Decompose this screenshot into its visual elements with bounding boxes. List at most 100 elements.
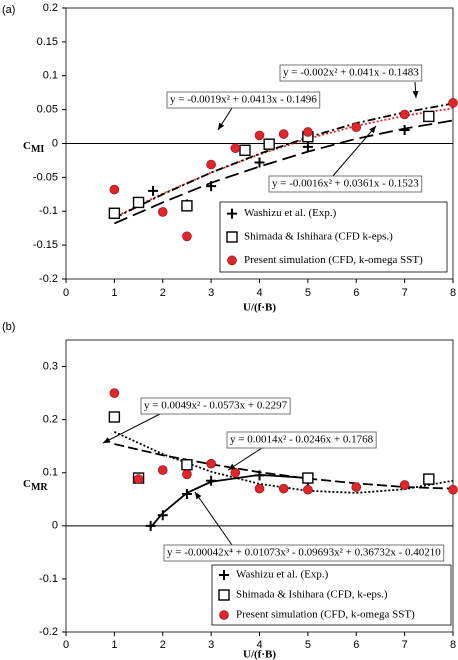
legend-marker xyxy=(226,231,238,243)
annotation-box xyxy=(163,544,445,562)
data-point xyxy=(108,207,121,219)
legend-marker xyxy=(219,570,229,580)
data-point xyxy=(351,482,362,492)
legend-box xyxy=(211,564,452,626)
x-tick-label: 0 xyxy=(63,639,69,651)
annotation-arrow xyxy=(227,447,263,471)
data-point xyxy=(157,207,168,217)
x-tick-label: 7 xyxy=(402,287,408,299)
data-point xyxy=(230,467,241,478)
annotation-arrow xyxy=(194,491,233,546)
data-point xyxy=(278,483,289,494)
y-tick-label: 0.3 xyxy=(43,360,58,372)
data-point xyxy=(182,469,192,480)
data-point xyxy=(109,388,120,398)
x-tick-label: 7 xyxy=(402,639,408,651)
x-tick-label: 0 xyxy=(63,287,69,299)
data-point xyxy=(182,231,192,242)
annotation-box xyxy=(166,91,321,109)
y-tick-label: -0.2 xyxy=(39,273,58,285)
data-point xyxy=(181,200,193,212)
legend-label: Present simulation (CFD, k-omega SST) xyxy=(244,254,423,266)
y-axis-label-sub: MR xyxy=(31,482,48,493)
y-axis-label-main: C xyxy=(23,478,31,490)
x-tick-label: 5 xyxy=(305,639,311,651)
data-point xyxy=(278,129,289,139)
y-tick-label: -0.1 xyxy=(39,573,58,585)
data-point xyxy=(302,141,313,152)
data-point xyxy=(157,465,168,475)
data-point xyxy=(448,484,458,495)
data-point xyxy=(148,185,159,196)
data-point xyxy=(263,138,275,150)
annotation-arrow xyxy=(102,413,161,444)
panel-label: (b) xyxy=(2,321,15,333)
data-point xyxy=(303,127,313,137)
x-axis-label: U/(f·B) xyxy=(243,302,276,314)
legend-label: Washizu et al. (Exp.) xyxy=(244,207,337,219)
data-point xyxy=(351,122,362,133)
y-tick-label: 0.1 xyxy=(43,467,58,479)
y-axis-label: CMI xyxy=(23,140,44,156)
panel-label: (a) xyxy=(2,4,15,16)
data-point xyxy=(206,458,216,469)
data-point xyxy=(181,488,192,499)
trend-line xyxy=(113,102,454,219)
x-tick-label: 8 xyxy=(450,639,456,651)
data-point xyxy=(423,110,435,123)
data-point xyxy=(206,159,216,170)
x-tick-label: 1 xyxy=(111,287,117,299)
data-point xyxy=(254,483,265,494)
x-tick-label: 8 xyxy=(450,287,456,299)
data-point xyxy=(108,411,121,423)
legend-marker xyxy=(227,208,237,219)
x-tick-label: 6 xyxy=(353,639,359,651)
data-point xyxy=(448,98,458,108)
data-point xyxy=(239,144,251,156)
data-point xyxy=(206,181,217,192)
data-point xyxy=(157,510,168,521)
legend-label: Shimada & Ishihara (CFD, k-eps.) xyxy=(236,589,388,601)
y-axis-label-main: C xyxy=(23,140,31,152)
data-point xyxy=(399,480,410,490)
annotation-arrow xyxy=(412,81,419,99)
data-point xyxy=(109,184,120,195)
legend-marker xyxy=(218,589,230,601)
annotation: y = -0.00042x⁴ + 0.01073x³ - 0.09693x² +… xyxy=(167,547,441,559)
y-tick-label: 0.05 xyxy=(37,104,58,116)
annotation-arrow xyxy=(217,107,233,131)
panel: (b) -0.2 -0.1 0 0.1 0.2 0.3 0 1 2 3 4 5 6 7 8 U/(f·B) CMR… xyxy=(2,321,458,660)
annotation-box xyxy=(268,175,423,193)
y-tick-label: 0 xyxy=(52,520,58,532)
x-tick-label: 4 xyxy=(256,287,262,299)
y-tick-label: 0.2 xyxy=(43,414,58,426)
y-axis-label: CMR xyxy=(23,478,48,494)
trend-line xyxy=(113,107,454,219)
legend-label: Present simulation (CFD, k-omega SST) xyxy=(236,609,415,621)
annotation-box xyxy=(226,431,377,449)
annotation-arrow xyxy=(331,125,377,178)
panel: (a) -0.2 -0.15 -0.1 -0.05 0 0.05 0.1 0.15 0.2 0 1 2 3… xyxy=(2,2,458,314)
data-point xyxy=(423,473,435,485)
y-tick-label: 0.1 xyxy=(43,70,58,82)
y-tick-label: -0.15 xyxy=(33,239,58,251)
x-tick-label: 3 xyxy=(208,639,214,651)
data-point xyxy=(302,472,314,484)
x-tick-label: 4 xyxy=(256,639,262,651)
legend-box xyxy=(219,201,448,273)
x-tick-label: 2 xyxy=(160,287,166,299)
data-point xyxy=(254,130,265,141)
legend-label: Shimada & Ishihara (CFD k-eps.) xyxy=(244,231,393,243)
annotation: y = 0.0049x² - 0.0573x + 0.2297 xyxy=(144,400,288,412)
y-tick-label: 0 xyxy=(52,137,58,149)
trend-line xyxy=(114,443,454,490)
x-tick-label: 6 xyxy=(353,287,359,299)
data-point xyxy=(399,109,410,120)
y-axis-label-sub: MI xyxy=(31,144,44,155)
x-tick-label: 2 xyxy=(160,639,166,651)
annotation: y = -0.0016x² + 0.0361x - 0.1523 xyxy=(272,178,419,190)
annotation-box xyxy=(140,397,291,415)
data-point xyxy=(145,520,156,531)
data-point xyxy=(254,470,265,481)
